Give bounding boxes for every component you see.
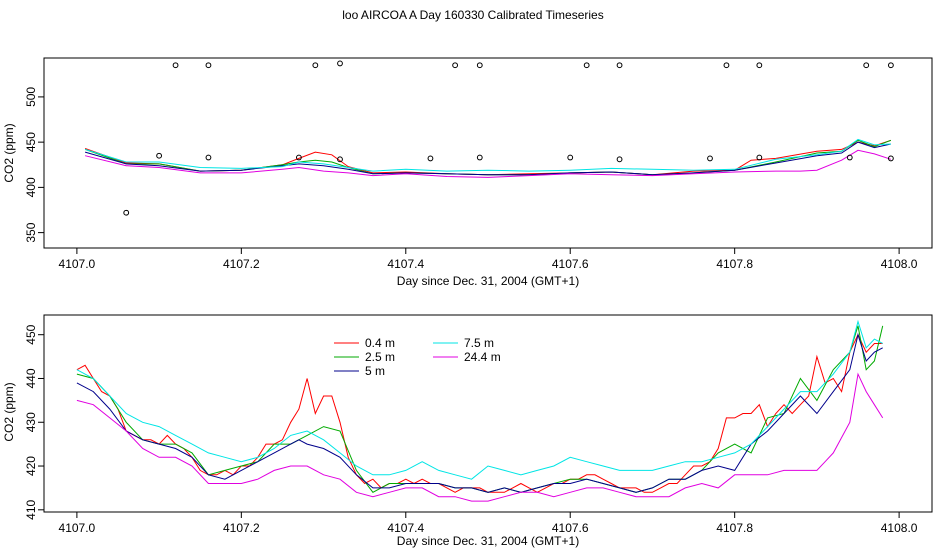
series-line-24-4-m [76,372,884,502]
outlier-point [337,156,343,163]
outlier-point [863,62,870,69]
y-tick-label: 400 [24,177,38,197]
top-y-axis-label: CO2 (ppm) [2,123,16,182]
outlier-point [205,154,212,161]
bottom-x-axis-label: Day since Dec. 31, 2004 (GMT+1) [397,534,579,548]
y-tick-label: 430 [24,412,38,432]
x-tick-label: 4108.0 [881,257,918,271]
outlier-point [846,154,853,161]
legend-label: 5 m [365,364,385,378]
top-panel: 4107.0 4107.2 4107.4 4107.6 4107.8 4108.0 350… [2,57,933,288]
outlier-point [123,209,130,216]
outlier-point [156,152,163,159]
outlier-point [452,62,459,69]
y-tick-label: 420 [24,456,38,476]
top-x-axis-label: Day since Dec. 31, 2004 (GMT+1) [397,274,579,288]
x-tick-label: 4107.8 [716,521,753,535]
outlier-point [205,62,212,69]
outlier-point [756,62,763,69]
outlier-point [616,62,623,69]
legend-label: 0.4 m [365,336,395,350]
bottom-series-group [76,319,884,502]
x-tick-label: 4107.2 [223,521,260,535]
outlier-point [756,154,763,161]
y-tick-label: 450 [24,324,38,344]
y-tick-label: 410 [24,499,38,519]
y-tick-label: 440 [24,368,38,388]
top-plot-frame [43,57,933,249]
y-tick-label: 350 [24,222,38,242]
top-y-axis: 350 400 450 500 [24,87,44,243]
top-series-group [84,138,892,178]
x-tick-label: 4107.0 [59,521,96,535]
x-tick-label: 4108.0 [881,521,918,535]
top-outlier-points [123,60,894,216]
x-tick-label: 4107.2 [223,257,260,271]
x-tick-label: 4107.4 [387,257,424,271]
outlier-point [567,154,574,161]
outlier-point [476,62,483,69]
x-tick-label: 4107.6 [552,521,589,535]
legend-label: 2.5 m [365,350,395,364]
outlier-point [172,62,179,69]
outlier-point [887,62,894,69]
x-tick-label: 4107.0 [59,257,96,271]
top-x-axis: 4107.0 4107.2 4107.4 4107.6 4107.8 4108.0 [59,248,918,271]
figure-title: loo AIRCOA A Day 160330 Calibrated Times… [342,8,603,22]
series-line-3 [84,141,892,176]
bottom-plot-frame [43,314,933,513]
bottom-x-axis: 4107.0 4107.2 4107.4 4107.6 4107.8 4108.0 [59,512,918,535]
outlier-point [295,154,302,161]
outlier-point [707,155,713,162]
series-line-4 [84,138,891,172]
bottom-y-axis-label: CO2 (ppm) [2,382,16,441]
legend-label: 7.5 m [464,336,494,350]
bottom-y-axis: 410 420 430 440 450 [24,324,44,520]
legend-label: 24.4 m [464,350,501,364]
outlier-point [312,62,319,69]
series-line-5-m [76,332,883,493]
y-tick-label: 450 [24,132,38,152]
bottom-panel: 4107.0 4107.2 4107.4 4107.6 4107.8 4108.0 410… [2,314,933,548]
outlier-point [337,60,343,67]
outlier-point [723,62,730,69]
x-tick-label: 4107.4 [387,521,424,535]
legend: 0.4 m2.5 m5 m 7.5 m24.4 m [334,336,501,378]
x-tick-label: 4107.6 [552,257,589,271]
outlier-point [616,156,623,163]
outlier-point [887,155,894,162]
x-tick-label: 4107.8 [716,257,753,271]
series-line-7-5-m [76,319,883,480]
outlier-point [476,154,483,161]
series-line-5 [84,149,892,178]
y-tick-label: 500 [24,87,38,107]
outlier-point [427,155,434,162]
series-line-0-4-m [76,333,883,493]
outlier-point [583,62,590,69]
